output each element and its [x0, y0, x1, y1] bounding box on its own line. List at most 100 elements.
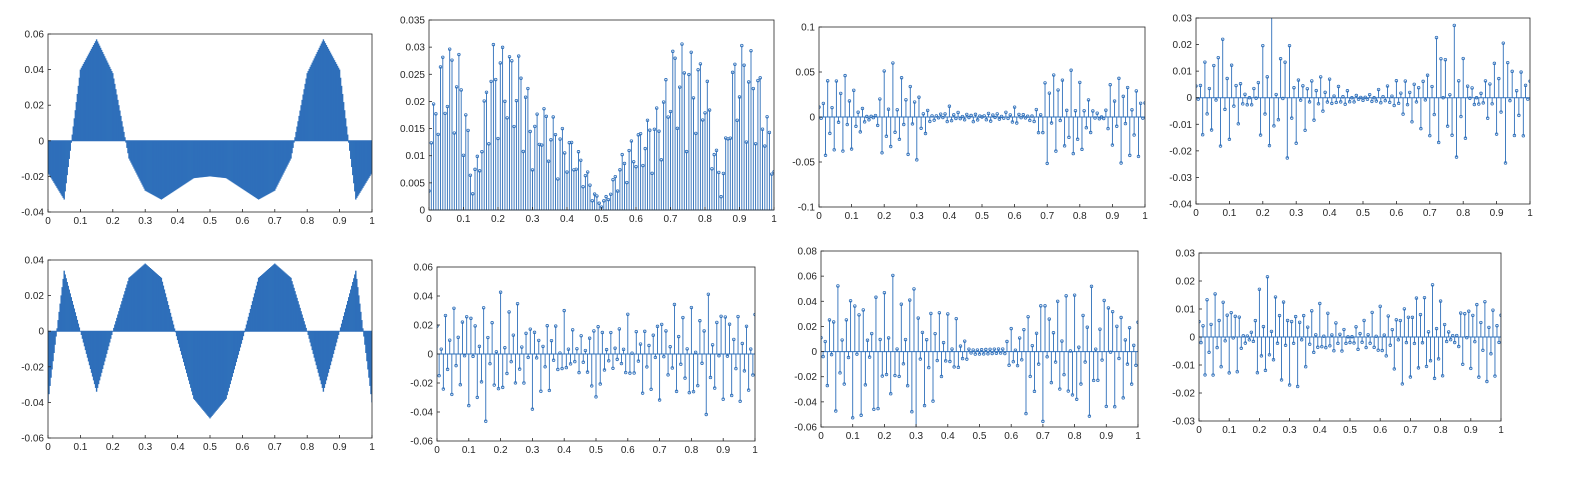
data-point [1483, 79, 1488, 83]
data-point [1426, 330, 1431, 334]
data-point [901, 362, 906, 366]
data-point [1241, 102, 1245, 106]
data-point [1401, 112, 1405, 116]
data-point [740, 43, 744, 48]
data-point [443, 313, 448, 318]
data-point [732, 337, 736, 342]
data-point [1490, 102, 1494, 106]
x-tick-label: 0.8 [1434, 425, 1448, 436]
data-point [939, 374, 944, 379]
x-tick-label: 0.5 [1343, 425, 1357, 436]
data-point [1298, 98, 1303, 102]
data-point [1119, 161, 1123, 165]
data-point [1080, 147, 1084, 152]
x-tick-label: 0.8 [684, 445, 698, 456]
data-point [1108, 350, 1113, 354]
data-point [929, 311, 933, 316]
data-point [541, 344, 545, 349]
data-point [586, 170, 590, 174]
data-point [1402, 307, 1407, 311]
x-tick-label: 0.1 [846, 431, 860, 442]
data-point [471, 354, 475, 359]
data-point [1488, 82, 1492, 86]
x-tick-label: 0.5 [975, 211, 989, 222]
data-point [581, 185, 585, 189]
data-point [1430, 84, 1434, 89]
data-point [840, 338, 844, 342]
subplot-1: 0 0.1 0.2 0.3 0.4 0.5 0.6 0.7 0.8 0.9 1 -0.04 -0.02 0… [21, 30, 375, 228]
data-point [1245, 103, 1249, 107]
data-point [952, 113, 956, 117]
data-point [908, 84, 912, 89]
data-point [878, 97, 882, 101]
data-point [1497, 340, 1501, 345]
data-point [1200, 132, 1205, 137]
data-point [729, 393, 734, 398]
data-point [1051, 331, 1056, 335]
data-point [505, 371, 509, 376]
data-point [1017, 112, 1021, 117]
data-point [523, 95, 528, 99]
x-tick-label: 0.3 [526, 214, 540, 225]
data-point [977, 352, 982, 356]
data-point [719, 314, 723, 319]
data-point [751, 86, 755, 91]
data-point [1340, 349, 1344, 353]
x-tick-label: 0.2 [1256, 208, 1270, 219]
data-point [598, 382, 602, 386]
subplot-2: 0 0.1 0.2 0.3 0.4 0.5 0.6 0.7 0.8 0.9 1 0 0.005 0.01 0… [400, 16, 777, 226]
data-point [613, 174, 617, 179]
data-point [715, 320, 719, 325]
data-point [526, 355, 530, 360]
data-point [878, 337, 882, 342]
x-tick-label: 0.4 [941, 431, 955, 442]
data-point [1483, 300, 1487, 304]
data-point [1394, 79, 1399, 83]
data-point [604, 347, 609, 352]
data-point [973, 352, 977, 356]
x-tick-label: 0.8 [698, 214, 712, 225]
data-point [1125, 85, 1130, 90]
data-point [886, 107, 891, 111]
data-point [728, 136, 732, 140]
data-point [1289, 319, 1294, 324]
data-point [713, 386, 717, 390]
data-point [1123, 338, 1128, 342]
y-tick-label: 0.02 [25, 101, 45, 112]
data-point [1095, 111, 1099, 115]
data-point [615, 189, 620, 193]
data-point [760, 127, 765, 131]
data-point [505, 116, 509, 120]
data-point [588, 183, 592, 187]
data-point [1386, 314, 1390, 318]
data-point [617, 327, 622, 331]
y-tick-label: -0.06 [21, 434, 44, 445]
x-tick-label: 0.2 [106, 216, 120, 227]
data-point [546, 159, 551, 163]
data-point [1232, 104, 1236, 108]
data-point [1479, 320, 1483, 325]
x-tick-label: 0.3 [910, 211, 924, 222]
data-point [1121, 396, 1125, 400]
data-point [1494, 132, 1499, 136]
data-point [577, 370, 581, 375]
x-tick-label: 0.4 [560, 214, 574, 225]
data-point [576, 150, 581, 154]
data-point [843, 73, 847, 78]
data-point [488, 361, 492, 366]
data-point [450, 58, 454, 62]
data-point [956, 365, 961, 370]
y-tick-label: 0 [38, 327, 44, 338]
data-point [1485, 379, 1489, 384]
data-point [937, 311, 942, 315]
data-point [1320, 344, 1324, 349]
x-tick-label: 0.3 [909, 431, 923, 442]
data-point [823, 339, 827, 344]
x-tick-label: 0.9 [716, 445, 730, 456]
data-point [618, 168, 622, 172]
data-point [1087, 414, 1092, 418]
data-point [657, 129, 661, 133]
data-point [456, 335, 460, 340]
data-point [565, 170, 569, 174]
data-point [1470, 86, 1474, 90]
